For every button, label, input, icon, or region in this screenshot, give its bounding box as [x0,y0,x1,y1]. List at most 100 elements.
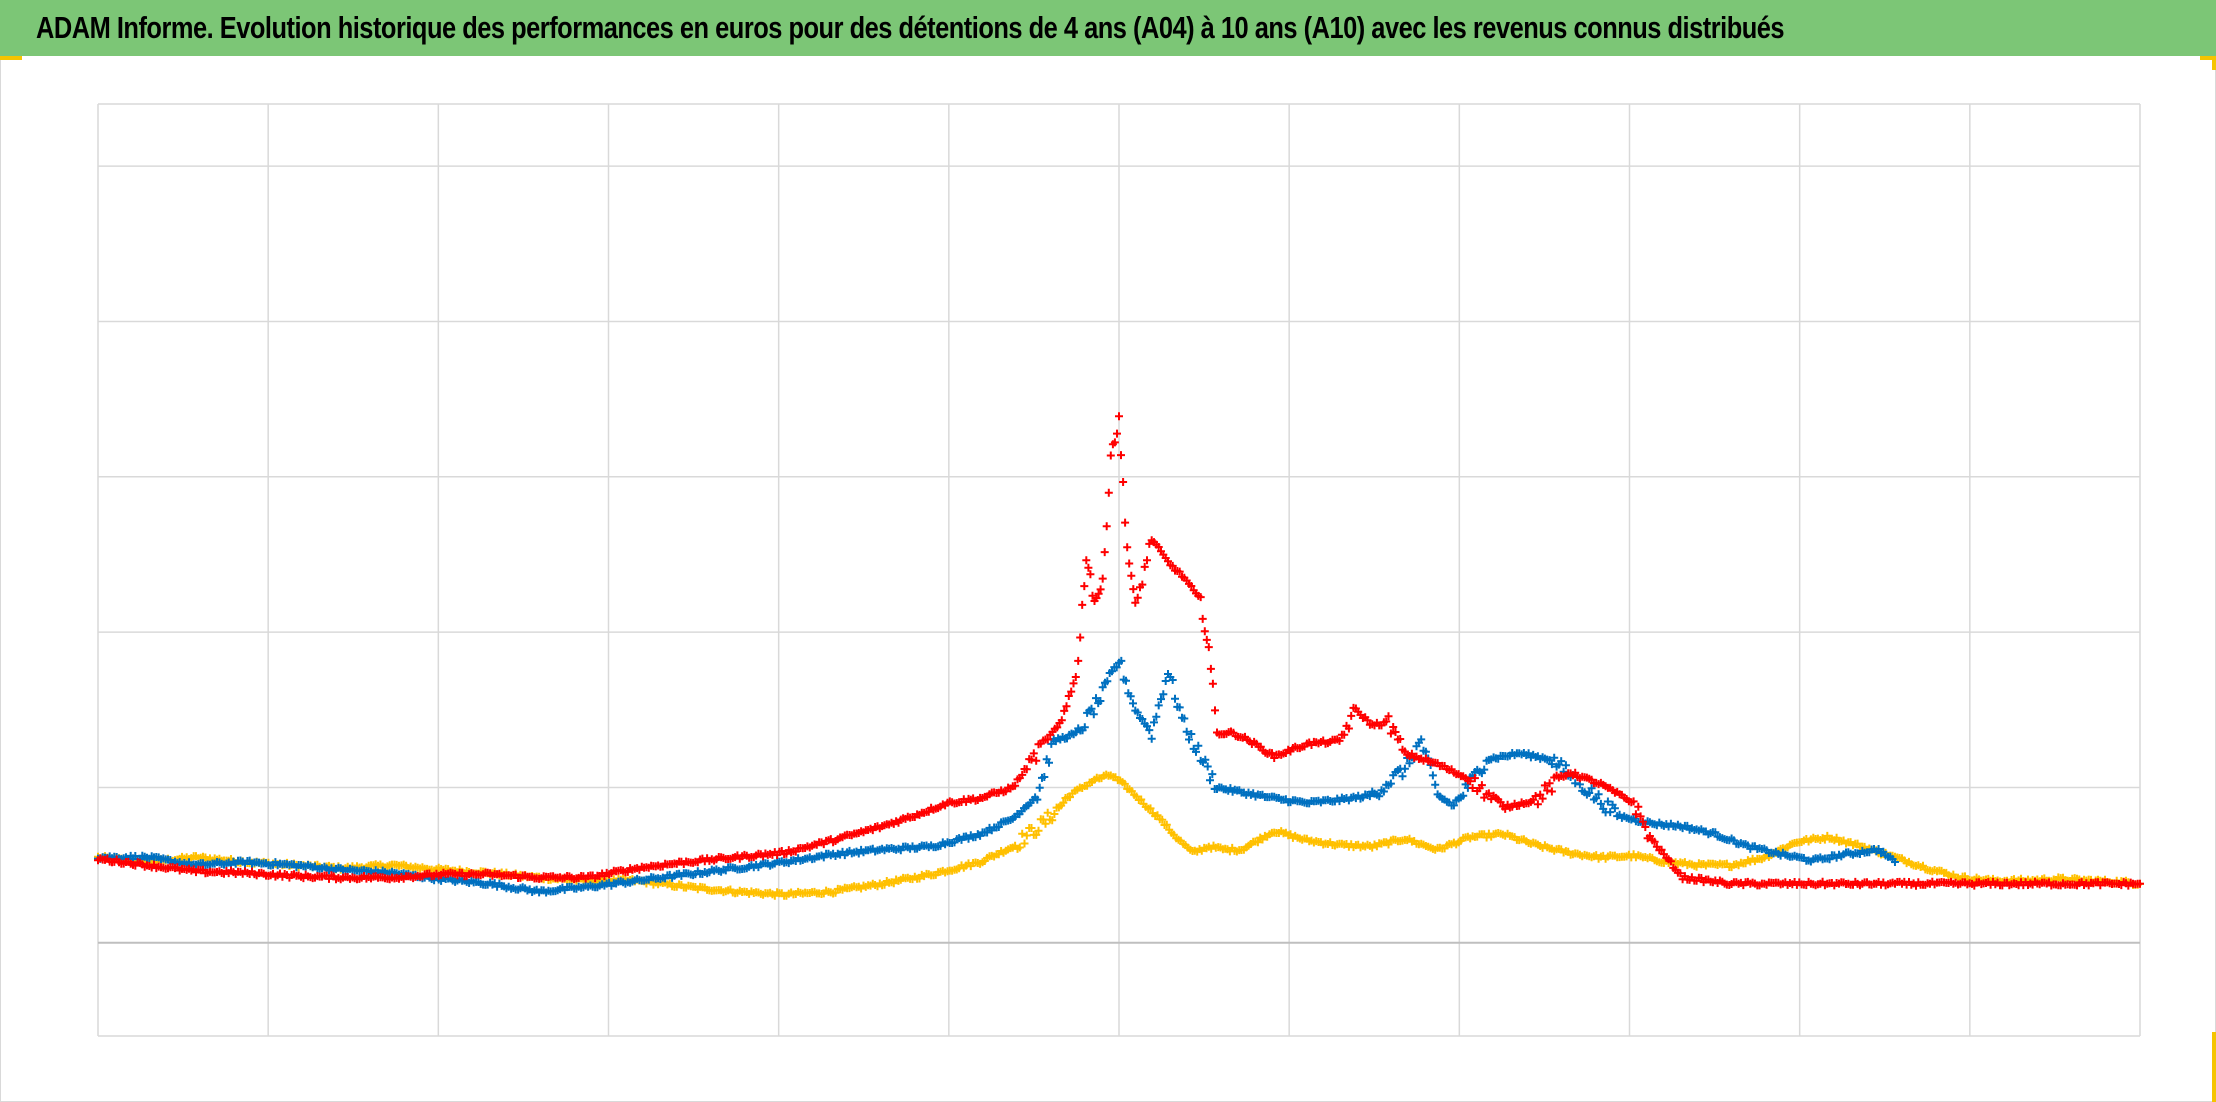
data-point [1571,768,1580,777]
data-point [1150,718,1158,727]
data-point [1039,815,1048,824]
data-point [1027,824,1036,832]
data-point [1034,826,1043,835]
data-point [1697,874,1706,882]
data-point [1641,823,1650,831]
data-point [1610,804,1619,813]
data-point [1086,570,1095,579]
data-point [1428,771,1437,780]
data-point [1547,787,1556,796]
data-point [1145,726,1154,735]
data-point [1182,727,1191,736]
data-point [1874,845,1883,853]
data-point [1538,794,1547,803]
data-point [1089,710,1098,719]
data-point [1104,488,1113,497]
data-point [1550,753,1559,762]
data-point [1103,677,1112,686]
data-point [1057,716,1066,725]
corner-accent-top-right-h [2200,56,2216,60]
data-point [1161,677,1170,685]
corner-accent-top-right [2212,56,2216,70]
data-point [1137,795,1146,804]
data-point [1382,717,1391,726]
data-point [1253,838,1262,847]
data-point [1047,739,1056,748]
data-point [1157,695,1165,704]
data-point [1123,543,1132,552]
data-point [1384,712,1393,721]
data-point [1198,614,1207,623]
data-point [1092,694,1100,703]
data-point [1171,694,1179,703]
data-point [1389,723,1398,731]
data-point [1048,816,1057,825]
data-point [1102,522,1111,531]
data-point [1041,819,1050,828]
data-point [1449,801,1458,810]
data-point [1022,831,1031,840]
data-point [1108,667,1116,676]
data-point [1131,598,1140,607]
data-point [1496,798,1505,807]
series-layer [94,412,2144,900]
data-point [1129,585,1138,594]
corner-accent-top-left [0,56,22,60]
data-point [1398,772,1407,781]
data-point [1417,735,1426,744]
chart-title: ADAM Informe. Evolution historique des p… [36,10,1785,45]
data-point [1074,656,1083,665]
data-point [1152,712,1161,721]
data-point [1027,755,1036,764]
data-point [1533,800,1542,809]
data-point [1133,708,1142,717]
data-point [1585,789,1594,797]
data-point [1477,781,1486,790]
data-point [1076,633,1085,642]
data-point [1206,664,1215,673]
data-point [1162,820,1171,829]
data-point [1645,832,1654,840]
data-point [1587,784,1596,793]
data-point [1524,749,1533,758]
data-point [1080,723,1089,732]
data-point [1082,556,1091,565]
data-point [1050,810,1059,818]
data-point [1158,815,1167,824]
data-point [1431,780,1440,789]
data-point [1096,585,1105,594]
data-point [1363,716,1372,725]
data-point [1340,730,1349,739]
data-point [1143,556,1151,565]
data-point [1040,773,1049,781]
data-point [1175,703,1184,712]
data-point [1096,697,1105,705]
data-point [1196,593,1205,602]
data-point [1098,574,1107,583]
data-point [1603,797,1612,806]
data-point [1540,781,1549,790]
data-point [1059,798,1068,807]
data-point [1140,562,1149,571]
data-point [1119,478,1128,486]
data-point [1064,692,1073,700]
data-point [1547,760,1556,769]
data-point [1204,643,1213,652]
data-point [1396,735,1405,743]
data-point [1386,729,1395,738]
data-point [1106,451,1115,460]
data-point [1094,589,1103,598]
data-point [1636,812,1645,821]
data-point [1203,762,1212,771]
data-point [1375,792,1384,801]
data-point [2136,879,2144,888]
data-point [1484,789,1493,798]
data-point [1159,690,1168,699]
data-point [1033,795,1042,804]
data-point [1466,777,1475,786]
data-point [1638,817,1647,826]
data-point [1386,779,1395,788]
data-point [1606,808,1615,817]
data-point [1078,600,1087,609]
